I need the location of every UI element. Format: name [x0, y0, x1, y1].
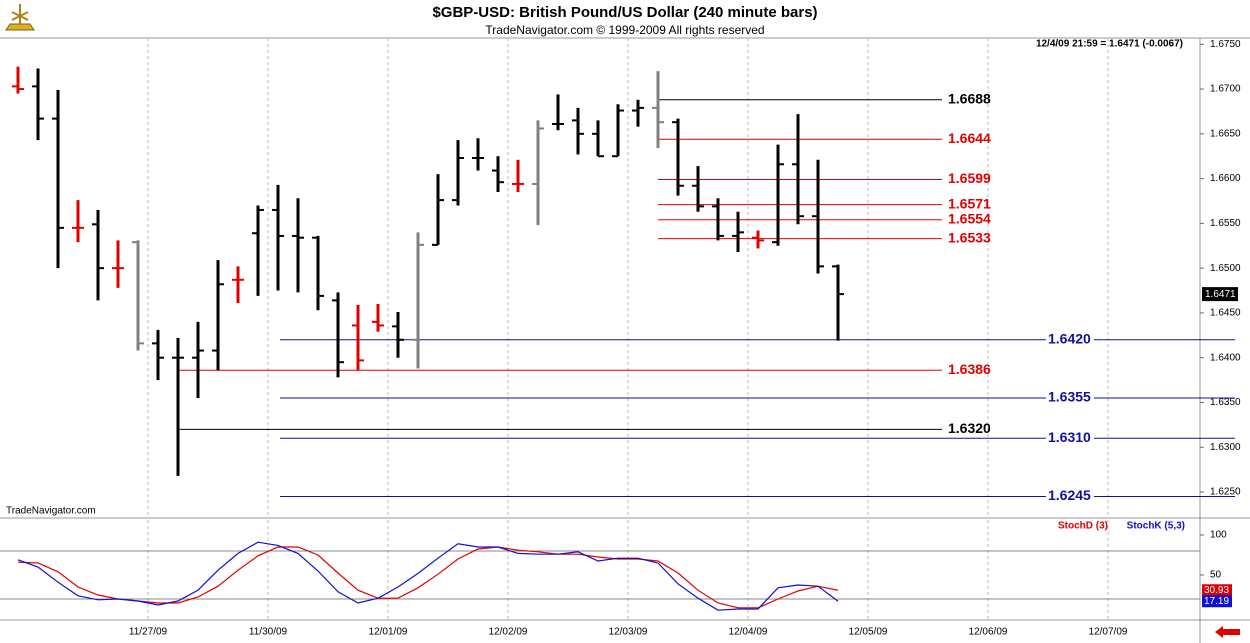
y-tick-label: 1.6300 — [1210, 442, 1241, 453]
legend-entry: StochK (5,3) — [1127, 521, 1185, 532]
value-box — [1202, 584, 1232, 597]
y-tick-label: 1.6450 — [1210, 308, 1241, 319]
y-tick-label: 50 — [1210, 570, 1222, 581]
level-label: 1.6688 — [948, 90, 991, 106]
level-label: 1.6533 — [948, 229, 991, 245]
value-box-label: 17.19 — [1204, 596, 1229, 607]
legend-entry: StochD (3) — [1058, 521, 1108, 532]
level-label: 1.6386 — [948, 361, 991, 377]
x-tick-label: 12/02/09 — [489, 627, 528, 638]
y-tick-label: 1.6750 — [1210, 39, 1241, 50]
quote: 12/4/09 21:59 = 1.6471 (-0.0067) — [1036, 39, 1183, 50]
chart-subtitle: TradeNavigator.com © 1999-2009 All right… — [485, 23, 764, 37]
chart-title: $GBP-USD: British Pound/US Dollar (240 m… — [432, 4, 817, 21]
last-price-label: 1.6471 — [1205, 289, 1236, 300]
y-tick-label: 1.6500 — [1210, 263, 1241, 274]
level-label: 1.6599 — [948, 170, 991, 186]
level-label: 1.6310 — [1048, 429, 1091, 445]
stoch-line — [17, 546, 839, 609]
level-label: 1.6355 — [1048, 389, 1091, 405]
level-label-bg — [1046, 430, 1094, 447]
level-label-bg — [1046, 331, 1094, 348]
y-tick-label: 1.6550 — [1210, 218, 1241, 229]
x-tick-label: 12/05/09 — [849, 627, 888, 638]
value-box-label: 30.93 — [1204, 585, 1229, 596]
x-tick-label: 12/06/09 — [969, 627, 1008, 638]
level-label-bg — [1046, 390, 1094, 406]
level-label: 1.6320 — [948, 420, 991, 436]
x-tick-label: 11/27/09 — [129, 627, 168, 638]
level-label: 1.6644 — [948, 130, 991, 146]
y-tick-label: 1.6350 — [1210, 397, 1241, 408]
value-box — [1202, 595, 1232, 608]
x-tick-label: 12/07/09 — [1089, 627, 1128, 638]
level-label: 1.6571 — [948, 195, 991, 211]
x-tick-label: 12/03/09 — [609, 627, 648, 638]
y-tick-label: 1.6700 — [1210, 84, 1241, 95]
level-label-bg — [1046, 488, 1094, 505]
stoch-line — [17, 541, 839, 611]
y-tick-label: 100 — [1210, 530, 1227, 541]
level-label: 1.6245 — [1048, 487, 1091, 503]
y-tick-label: 1.6250 — [1210, 487, 1241, 498]
x-tick-label: 11/30/09 — [249, 627, 288, 638]
level-label: 1.6420 — [1048, 330, 1091, 346]
scroll-arrow[interactable] — [1215, 626, 1240, 638]
y-tick-label: 1.6600 — [1210, 173, 1241, 184]
x-tick-label: 12/01/09 — [369, 627, 408, 638]
logo — [5, 4, 35, 31]
x-tick-label: 12/04/09 — [729, 627, 768, 638]
watermark: TradeNavigator.com — [6, 506, 96, 517]
level-label: 1.6554 — [948, 210, 991, 226]
y-tick-label: 1.6650 — [1210, 128, 1241, 139]
last-price-box — [1202, 287, 1238, 302]
y-tick-label: 1.6400 — [1210, 352, 1241, 363]
